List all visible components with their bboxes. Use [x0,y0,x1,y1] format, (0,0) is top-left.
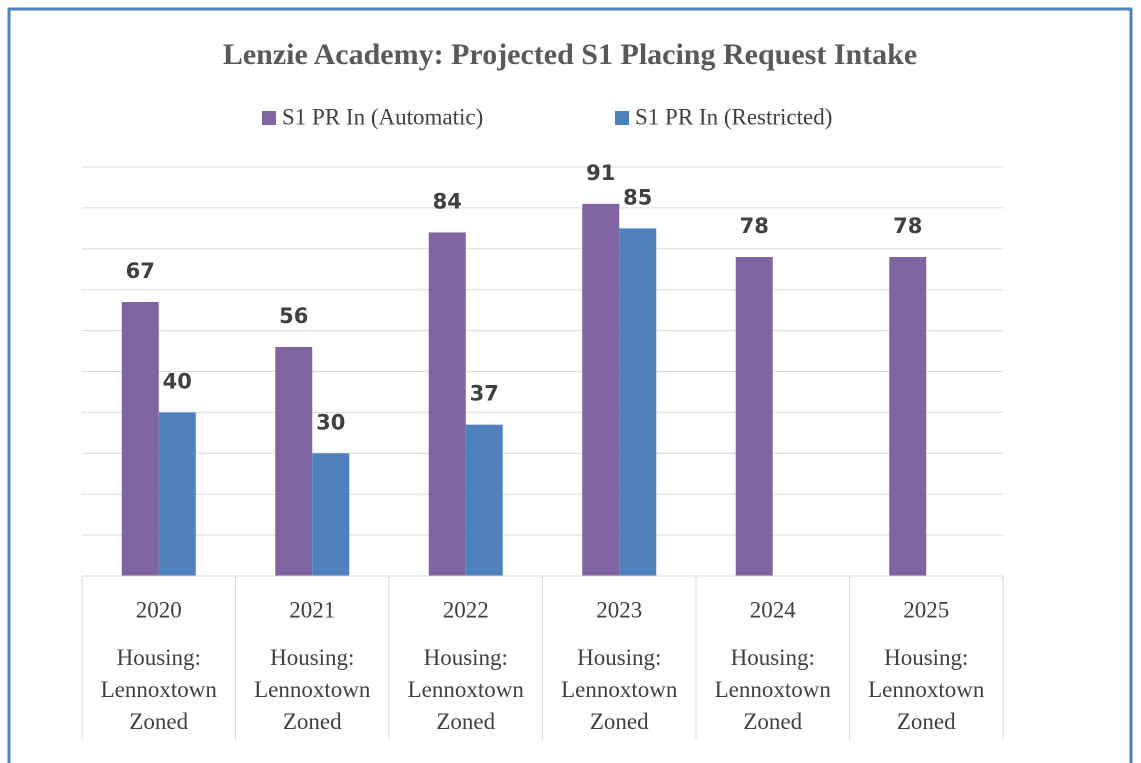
bar [158,412,196,576]
category-group-label: Housing: Lennoxtown Zoned [407,645,524,734]
bar [889,256,927,576]
bar [428,232,466,576]
category-group-label: Housing: Lennoxtown Zoned [714,645,831,734]
bar [465,424,503,576]
legend-swatch [615,111,629,125]
x-tick-label: 2024 [750,597,797,622]
category-group-label: Housing: Lennoxtown Zoned [561,645,678,734]
x-tick-label: 2021 [289,597,335,622]
x-tick-label: 2022 [443,597,489,622]
data-label: 30 [316,410,345,434]
category-group-label: Housing: Lennoxtown Zoned [868,645,985,734]
category-group-label: Housing: Lennoxtown Zoned [100,645,217,734]
data-label: 56 [279,304,308,328]
bar [312,453,350,576]
category-group-label: Housing: Lennoxtown Zoned [254,645,371,734]
legend-label: S1 PR In (Restricted) [635,104,832,129]
legend-label: S1 PR In (Automatic) [282,104,483,129]
bar [275,346,313,576]
bar [619,228,657,576]
x-tick-label: 2020 [136,597,182,622]
bar [735,256,773,576]
data-label: 67 [126,259,155,283]
bar [582,203,620,576]
data-label: 78 [740,214,769,238]
bar [121,301,159,576]
data-label: 37 [470,382,499,406]
x-tick-label: 2023 [596,597,642,622]
data-label: 40 [163,369,192,393]
chart-title: Lenzie Academy: Projected S1 Placing Req… [223,38,917,71]
frame [7,7,1133,763]
data-label: 78 [893,214,922,238]
data-label: 85 [623,185,652,209]
data-label: 91 [586,161,615,185]
legend-swatch [262,111,276,125]
data-label: 84 [433,189,462,213]
x-tick-label: 2025 [903,597,949,622]
